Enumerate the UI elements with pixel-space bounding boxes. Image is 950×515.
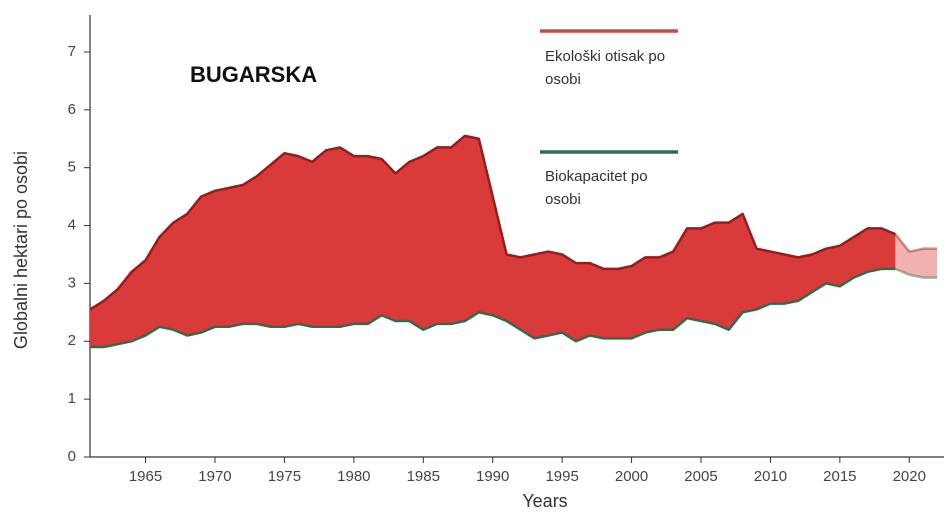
x-tick-label: 1965 <box>129 468 162 485</box>
x-tick-label: 1980 <box>337 468 370 485</box>
x-tick-label: 1995 <box>545 468 578 485</box>
y-tick-label: 3 <box>68 274 76 291</box>
x-tick-label: 1970 <box>198 468 231 485</box>
x-tick-label: 2020 <box>893 468 926 485</box>
x-axis-label: Years <box>522 491 567 511</box>
x-tick-label: 2015 <box>823 468 856 485</box>
forecast-line <box>894 233 938 253</box>
y-tick-label: 2 <box>68 332 76 349</box>
y-tick-label: 6 <box>68 101 76 118</box>
x-tick-label: 2010 <box>754 468 787 485</box>
gap-area <box>90 135 896 348</box>
y-axis-label: Globalni hektari po osobi <box>11 151 31 349</box>
y-tick-label: 5 <box>68 159 76 176</box>
forecast-line <box>894 267 938 279</box>
legend-label: Biokapacitet po osobi <box>545 168 648 208</box>
legend-label: Ekološki otisak po osobi <box>545 48 666 88</box>
y-tick-label: 4 <box>68 217 76 234</box>
y-tick-label: 1 <box>68 390 76 407</box>
x-tick-label: 1990 <box>476 468 509 485</box>
x-tick-label: 2000 <box>615 468 648 485</box>
x-tick-label: 2005 <box>684 468 717 485</box>
chart-title: BUGARSKA <box>190 62 317 87</box>
x-tick-label: 1985 <box>407 468 440 485</box>
forecast-area <box>895 234 938 278</box>
series-line <box>90 267 896 349</box>
x-tick-label: 1975 <box>268 468 301 485</box>
y-tick-label: 0 <box>68 448 76 465</box>
series-line <box>89 134 896 311</box>
y-tick-label: 7 <box>68 43 76 60</box>
